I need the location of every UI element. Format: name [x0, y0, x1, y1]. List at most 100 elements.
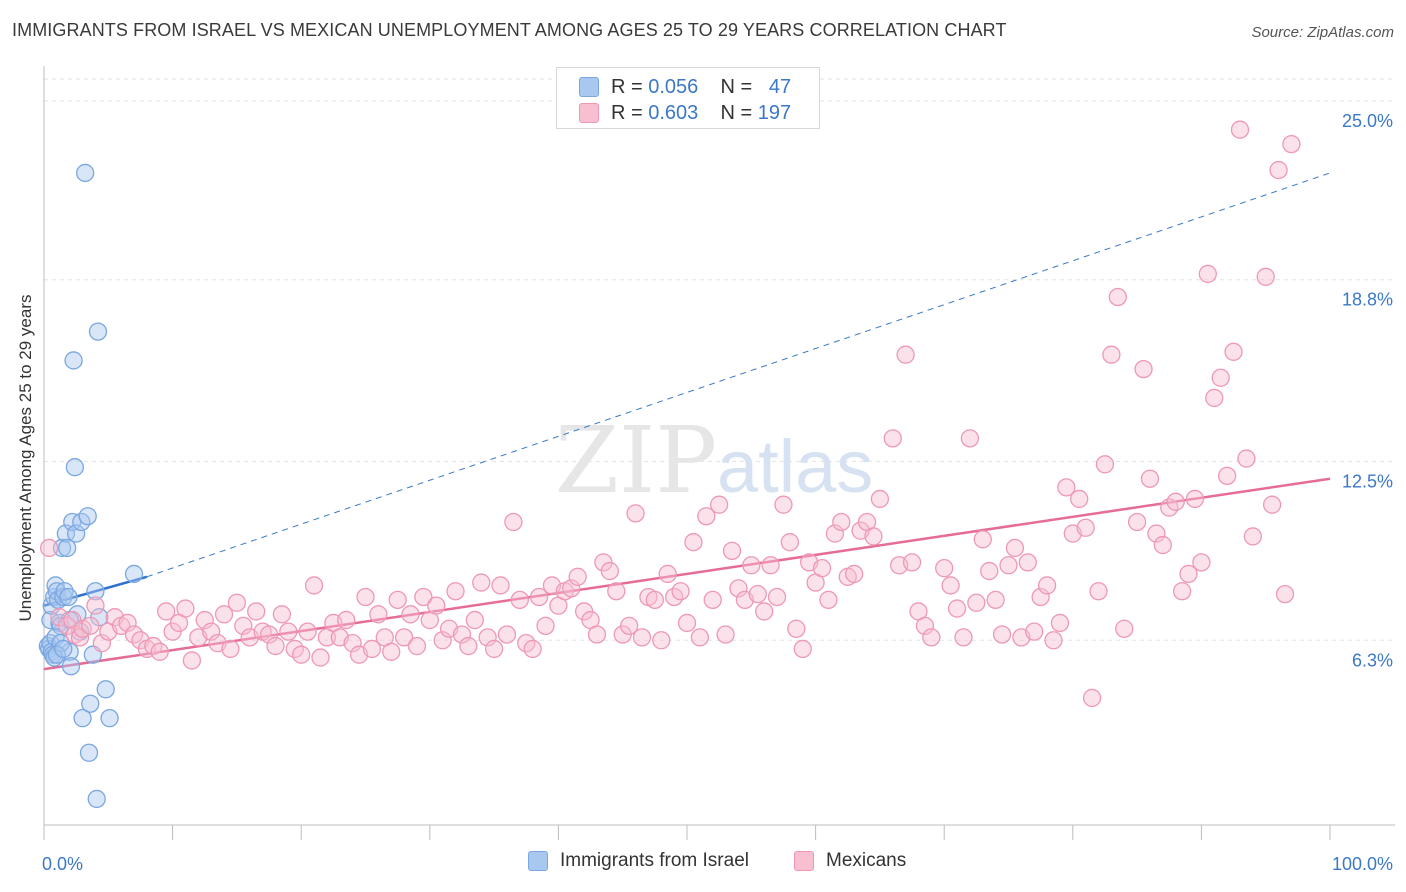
y-tick-label: 25.0% — [1342, 111, 1393, 131]
data-point — [1005, 538, 1025, 558]
data-point — [825, 524, 845, 543]
data-point — [497, 625, 517, 644]
data-point — [793, 639, 812, 659]
data-point — [697, 507, 716, 526]
data-point — [902, 553, 922, 572]
data-point — [1102, 345, 1121, 364]
data-point — [311, 648, 330, 667]
data-point — [446, 582, 465, 601]
data-point — [1205, 388, 1224, 408]
data-point — [883, 429, 902, 448]
data-point — [81, 616, 100, 635]
data-point — [761, 556, 780, 575]
data-point — [1025, 622, 1044, 641]
data-point — [658, 564, 677, 584]
data-point — [247, 602, 266, 621]
data-point — [388, 590, 407, 610]
x-tick-label: 0.0% — [42, 854, 83, 874]
data-point — [755, 602, 774, 621]
n-label: N = — [720, 75, 753, 98]
data-point — [922, 628, 941, 647]
data-point — [767, 587, 787, 607]
data-point — [607, 582, 626, 601]
data-point — [195, 610, 214, 630]
data-point — [304, 576, 324, 595]
series-mexicans — [39, 120, 1301, 708]
data-point — [39, 538, 59, 558]
data-point — [81, 694, 100, 713]
data-point — [748, 584, 767, 604]
chart-title: IMMIGRANTS FROM ISRAEL VS MEXICAN UNEMPL… — [12, 20, 1007, 40]
data-point — [452, 625, 472, 644]
data-point — [652, 631, 671, 650]
data-point — [967, 593, 986, 612]
data-point — [819, 590, 838, 610]
data-point — [78, 507, 97, 526]
data-point — [259, 625, 279, 644]
data-point — [1153, 535, 1172, 555]
data-point — [401, 605, 420, 624]
data-point — [292, 645, 311, 664]
data-point — [999, 556, 1018, 575]
data-point — [703, 590, 722, 610]
data-point — [382, 642, 401, 661]
data-point — [1282, 134, 1301, 154]
data-point — [742, 556, 761, 575]
legend-label-israel: Immigrants from Israel — [560, 850, 749, 871]
data-point — [1192, 553, 1211, 572]
trend-line-israel-extended — [146, 172, 1331, 578]
data-point — [986, 590, 1005, 610]
y-axis-label: Unemployment Among Ages 25 to 29 years — [16, 294, 35, 622]
watermark-zip: ZIP — [555, 407, 717, 514]
data-point — [536, 616, 555, 635]
data-point — [118, 613, 137, 633]
data-point — [973, 530, 992, 549]
data-point — [337, 610, 356, 630]
data-point — [87, 789, 106, 809]
data-point — [690, 628, 710, 647]
data-point — [710, 495, 729, 514]
data-point — [864, 527, 883, 546]
data-point — [619, 616, 639, 635]
data-point — [954, 628, 973, 647]
data-point — [176, 599, 195, 618]
x-tick-labels: 0.0% 100.0% — [42, 854, 1393, 874]
data-point — [716, 625, 735, 644]
data-point — [79, 743, 99, 762]
data-point — [677, 613, 697, 633]
legend-item-israel[interactable]: Immigrants from Israel — [528, 850, 749, 872]
data-point — [427, 596, 446, 615]
swatch-israel — [579, 77, 599, 97]
data-point — [92, 634, 112, 653]
data-point — [1134, 359, 1153, 379]
data-point — [896, 345, 915, 364]
data-point — [407, 636, 427, 656]
data-point — [1070, 489, 1089, 509]
data-point — [182, 651, 202, 670]
data-point — [1217, 466, 1237, 485]
legend-swatch-mexicans — [794, 851, 814, 871]
data-point — [1230, 120, 1250, 139]
data-point — [76, 163, 95, 183]
y-tick-label: 6.3% — [1352, 650, 1393, 670]
data-point — [1172, 582, 1192, 601]
legend-item-mexicans[interactable]: Mexicans — [794, 850, 906, 872]
data-point — [64, 351, 83, 370]
data-point — [124, 564, 144, 584]
r-value: 0.603 — [648, 101, 699, 124]
data-point — [343, 634, 362, 653]
data-point — [86, 596, 105, 615]
data-point — [88, 322, 108, 341]
data-point — [465, 610, 484, 630]
data-point — [671, 582, 690, 601]
data-point — [1166, 492, 1185, 511]
data-point — [414, 587, 433, 607]
data-point — [356, 587, 375, 607]
data-point — [1198, 264, 1217, 284]
data-point — [1057, 478, 1076, 497]
data-point — [684, 533, 703, 552]
data-point — [56, 524, 76, 543]
r-value: 0.056 — [648, 75, 699, 98]
data-point — [780, 533, 800, 552]
